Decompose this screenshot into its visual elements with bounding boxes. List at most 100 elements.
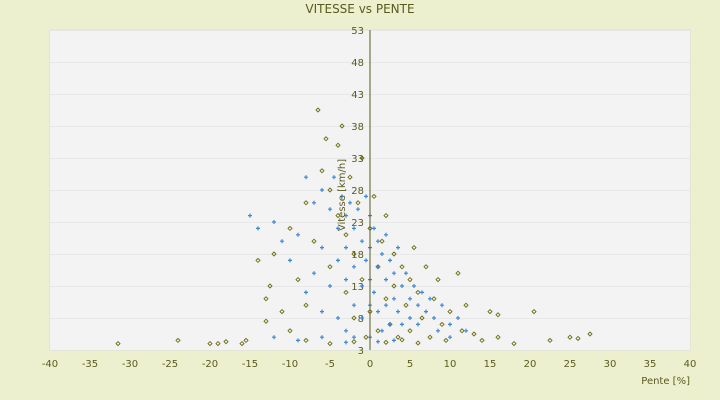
data-point-series-2 [400,322,404,327]
data-point-series-2 [416,303,420,308]
data-point-series-1 [311,238,317,244]
data-point-series-1 [287,225,293,232]
data-point-series-1 [267,283,273,289]
chart-title: VITESSE vs PENTE [305,2,415,16]
data-point-series-2 [404,271,408,276]
data-point-series-2 [332,175,336,180]
data-point-series-1 [383,212,389,219]
data-point-series-2 [352,303,356,308]
data-point-series-1 [411,244,417,251]
data-point-series-1 [587,331,593,337]
data-point-series-2 [348,200,352,205]
data-point-series-1 [115,340,121,347]
data-point-series-1 [447,308,453,315]
data-point-series-2 [336,226,340,231]
data-point-series-1 [403,302,409,308]
data-point-series-2 [372,226,376,231]
data-point-series-1 [263,296,269,302]
data-point-series-2 [388,322,392,327]
data-point-series-2 [440,303,444,308]
data-point-series-2 [360,284,364,288]
data-point-series-2 [372,290,376,295]
x-tick-label: -20 [202,359,218,370]
data-point-series-1 [531,308,537,315]
data-point-series-2 [352,226,356,231]
x-tick-label: -15 [242,359,258,370]
data-point-series-1 [279,308,285,315]
data-point-series-1 [255,257,261,264]
data-point-series-1 [303,337,309,344]
data-point-series-1 [567,334,573,340]
data-point-series-1 [383,296,389,302]
data-point-series-2 [352,264,356,269]
data-point-series-1 [395,334,401,340]
data-point-series-2 [456,316,460,320]
y-tick-label: 18 [351,250,364,261]
data-point-series-2 [408,296,412,301]
data-point-series-1 [351,339,357,345]
data-point-series-2 [320,309,324,314]
data-point-series-1 [459,328,465,334]
data-point-series-2 [376,339,380,344]
data-point-series-2 [248,213,252,218]
data-point-series-2 [312,271,316,276]
y-tick-label: 28 [351,186,364,197]
data-point-series-1 [343,289,349,296]
data-point-series-1 [463,302,469,308]
data-point-series-1 [239,340,245,347]
data-point-series-1 [351,315,357,321]
data-point-series-1 [431,296,437,302]
data-point-series-2 [328,207,332,212]
data-point-series-1 [303,200,309,206]
data-point-series-2 [416,322,420,327]
data-point-series-2 [392,296,396,301]
data-point-series-1 [407,276,413,283]
data-point-series-2 [296,232,300,237]
x-tick-label: -40 [42,359,58,370]
data-point-series-2 [376,239,380,244]
data-point-series-1 [215,340,221,347]
data-point-series-1 [335,142,341,148]
data-point-series-2 [384,232,388,237]
data-point-series-1 [343,232,349,238]
data-point-series-1 [511,340,517,347]
x-tick-label: 15 [484,359,497,370]
x-tick-label: 5 [407,359,413,370]
x-tick-label: -10 [282,359,298,370]
data-point-series-1 [323,136,329,142]
data-point-series-1 [287,328,293,334]
data-point-series-1 [363,334,369,340]
data-point-series-2 [400,284,404,288]
data-point-series-2 [288,258,292,263]
data-point-series-2 [272,335,276,340]
data-point-series-2 [448,335,452,340]
data-point-series-1 [399,337,405,343]
y-tick-label: 43 [351,90,364,101]
data-point-series-1 [487,308,493,315]
data-point-series-2 [464,328,468,333]
y-tick-label: 8 [358,314,364,325]
x-tick-label: 30 [604,359,617,370]
data-point-series-2 [356,207,360,212]
data-point-series-2 [360,239,364,244]
data-point-series-2 [304,175,308,180]
x-tick-label: 0 [367,359,373,370]
data-point-series-1 [423,264,429,270]
data-point-series-2 [256,226,260,231]
data-point-series-2 [428,296,432,301]
data-point-series-2 [272,220,276,224]
data-point-series-2 [328,284,332,288]
data-point-series-2 [396,245,400,250]
data-point-series-1 [435,276,441,283]
data-point-series-2 [360,316,364,320]
data-point-series-1 [175,337,181,344]
data-point-series-2 [420,290,424,295]
data-point-series-2 [340,194,344,199]
data-point-series-1 [455,270,461,276]
data-point-series-2 [424,309,428,314]
data-point-series-1 [355,200,361,206]
data-point-series-1 [359,155,365,161]
x-tick-label: 25 [564,359,577,370]
data-point-series-1 [315,107,321,113]
